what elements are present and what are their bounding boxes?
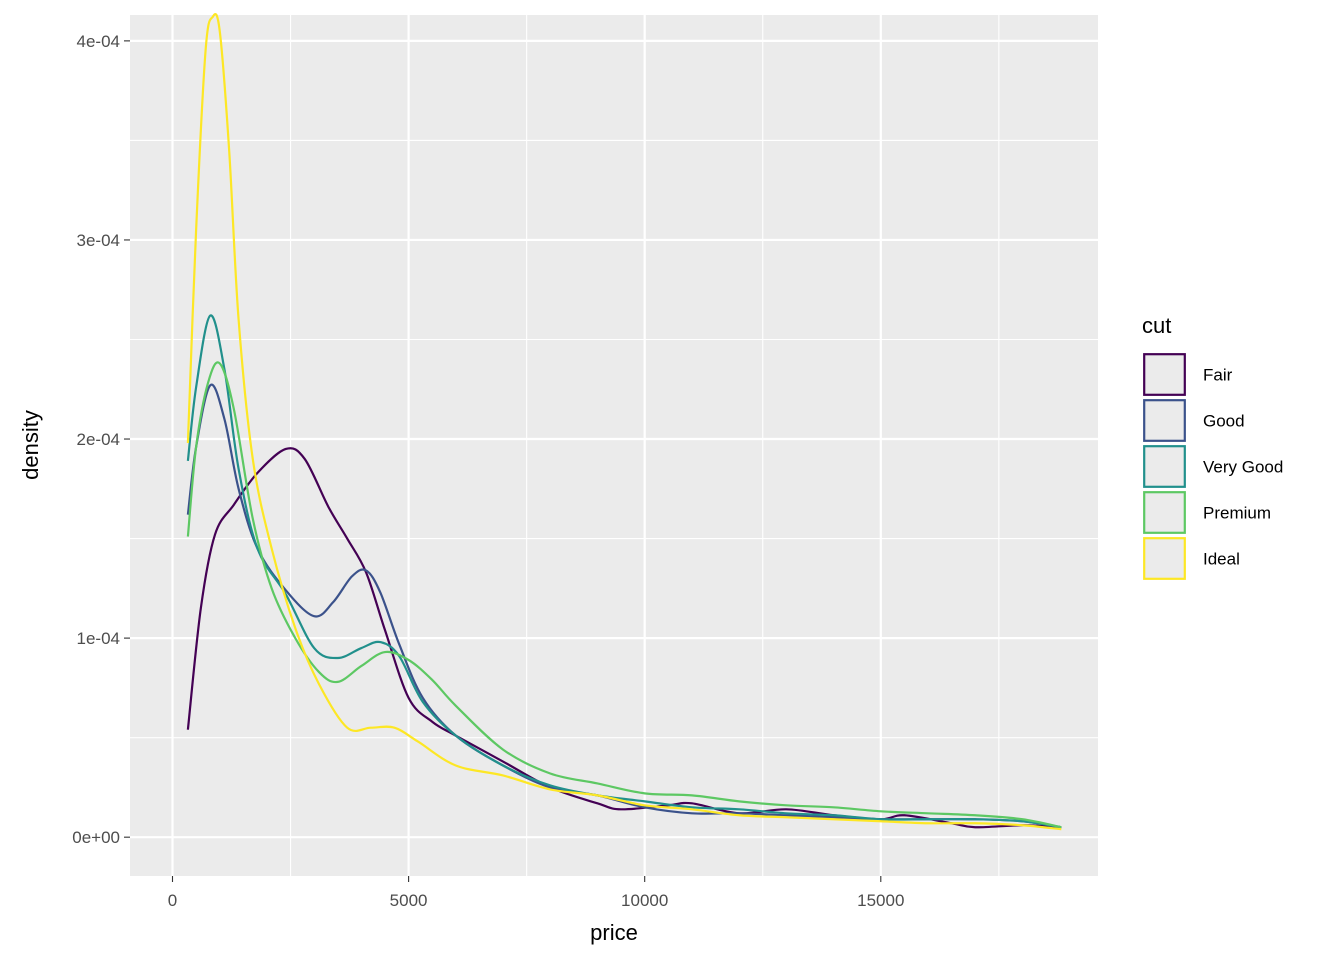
legend-label-fair: Fair xyxy=(1203,366,1233,385)
x-tick-label: 10000 xyxy=(621,891,668,910)
legend-key-premium xyxy=(1143,491,1186,534)
legend-key-good xyxy=(1143,399,1186,442)
panel-background xyxy=(130,15,1098,876)
legend-label-ideal: Ideal xyxy=(1203,550,1240,569)
legend-key-fair xyxy=(1143,353,1186,396)
y-axis-title: density xyxy=(18,410,43,480)
y-axis-ticks: 0e+00 1e-04 2e-04 3e-04 4e-04 xyxy=(72,32,130,847)
x-axis-ticks: 0 5000 10000 15000 xyxy=(168,876,904,910)
density-line-premium xyxy=(186,361,1062,829)
y-tick-label: 0e+00 xyxy=(72,828,120,847)
density-line-good xyxy=(186,383,1062,829)
y-tick-label: 3e-04 xyxy=(77,231,120,250)
x-tick-label: 5000 xyxy=(390,891,428,910)
legend-key-bg-ideal xyxy=(1142,536,1187,581)
density-lines xyxy=(186,12,1062,831)
legend-label-good: Good xyxy=(1203,412,1245,431)
x-tick-label: 0 xyxy=(168,891,177,910)
legend-key-bg-fair xyxy=(1142,352,1187,397)
x-axis-title: price xyxy=(590,920,638,945)
legend-key-bg-very-good xyxy=(1142,444,1187,489)
legend: Fair Good Very Good Premium Ideal xyxy=(1142,352,1283,581)
legend-key-very-good xyxy=(1143,445,1186,488)
x-tick-label: 15000 xyxy=(857,891,904,910)
density-line-very-good xyxy=(186,314,1062,829)
legend-title: cut xyxy=(1142,313,1171,338)
y-tick-label: 4e-04 xyxy=(77,32,120,51)
y-tick-label: 2e-04 xyxy=(77,430,120,449)
legend-key-ideal xyxy=(1143,537,1186,580)
legend-label-premium: Premium xyxy=(1203,504,1271,523)
legend-key-bg-premium xyxy=(1142,490,1187,535)
major-gridlines xyxy=(130,15,1098,876)
legend-key-bg-good xyxy=(1142,398,1187,443)
legend-label-very-good: Very Good xyxy=(1203,458,1283,477)
y-tick-label: 1e-04 xyxy=(77,629,120,648)
minor-gridlines xyxy=(130,15,1098,876)
density-line-ideal xyxy=(186,12,1062,831)
